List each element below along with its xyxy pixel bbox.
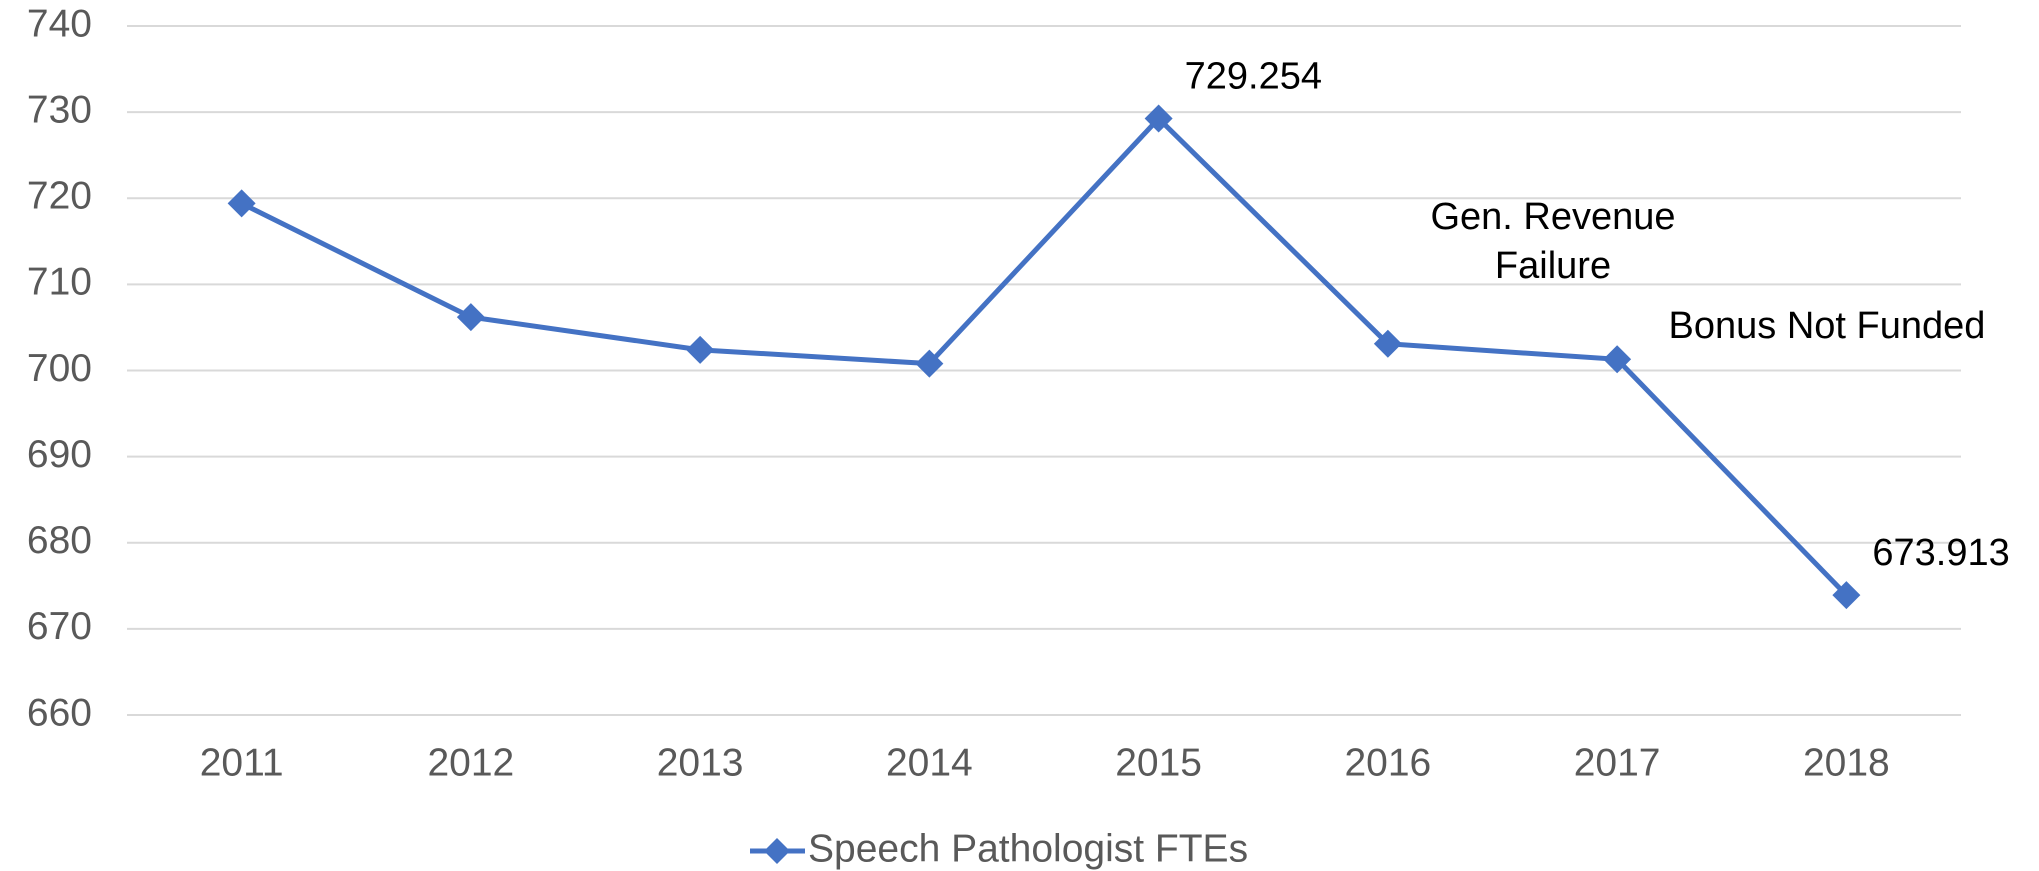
annotation: Failure xyxy=(1495,245,1611,287)
data-point xyxy=(1832,581,1861,610)
data-point xyxy=(1144,104,1173,133)
y-tick-label: 730 xyxy=(27,88,92,131)
series-line xyxy=(240,114,1849,597)
data-point xyxy=(456,303,485,332)
y-tick-label: 670 xyxy=(27,605,92,648)
x-tick-label: 2013 xyxy=(657,741,744,784)
x-tick-label: 2014 xyxy=(886,741,973,784)
data-point xyxy=(1603,345,1632,374)
annotation: Gen. Revenue xyxy=(1430,196,1675,238)
y-tick-label: 660 xyxy=(27,691,92,734)
legend-label: Speech Pathologist FTEs xyxy=(808,827,1248,870)
x-tick-label: 2015 xyxy=(1115,741,1202,784)
data-point xyxy=(686,335,715,364)
y-tick-label: 720 xyxy=(27,175,92,218)
y-tick-label: 680 xyxy=(27,519,92,562)
y-tick-label: 740 xyxy=(27,2,92,45)
x-tick-label: 2016 xyxy=(1344,741,1431,784)
x-tick-label: 2011 xyxy=(200,741,284,784)
data-point xyxy=(915,349,944,378)
data-point xyxy=(1373,329,1402,358)
data-label: 729.254 xyxy=(1185,56,1322,98)
data-point xyxy=(227,189,256,218)
x-tick-label: 2012 xyxy=(427,741,514,784)
annotation: Bonus Not Funded xyxy=(1669,305,1986,347)
data-label: 673.913 xyxy=(1872,532,2009,574)
y-tick-label: 690 xyxy=(27,433,92,476)
x-tick-label: 2017 xyxy=(1574,741,1661,784)
y-tick-label: 710 xyxy=(27,261,92,304)
legend-marker xyxy=(764,838,790,864)
y-tick-label: 700 xyxy=(27,347,92,390)
x-tick-label: 2018 xyxy=(1803,741,1890,784)
